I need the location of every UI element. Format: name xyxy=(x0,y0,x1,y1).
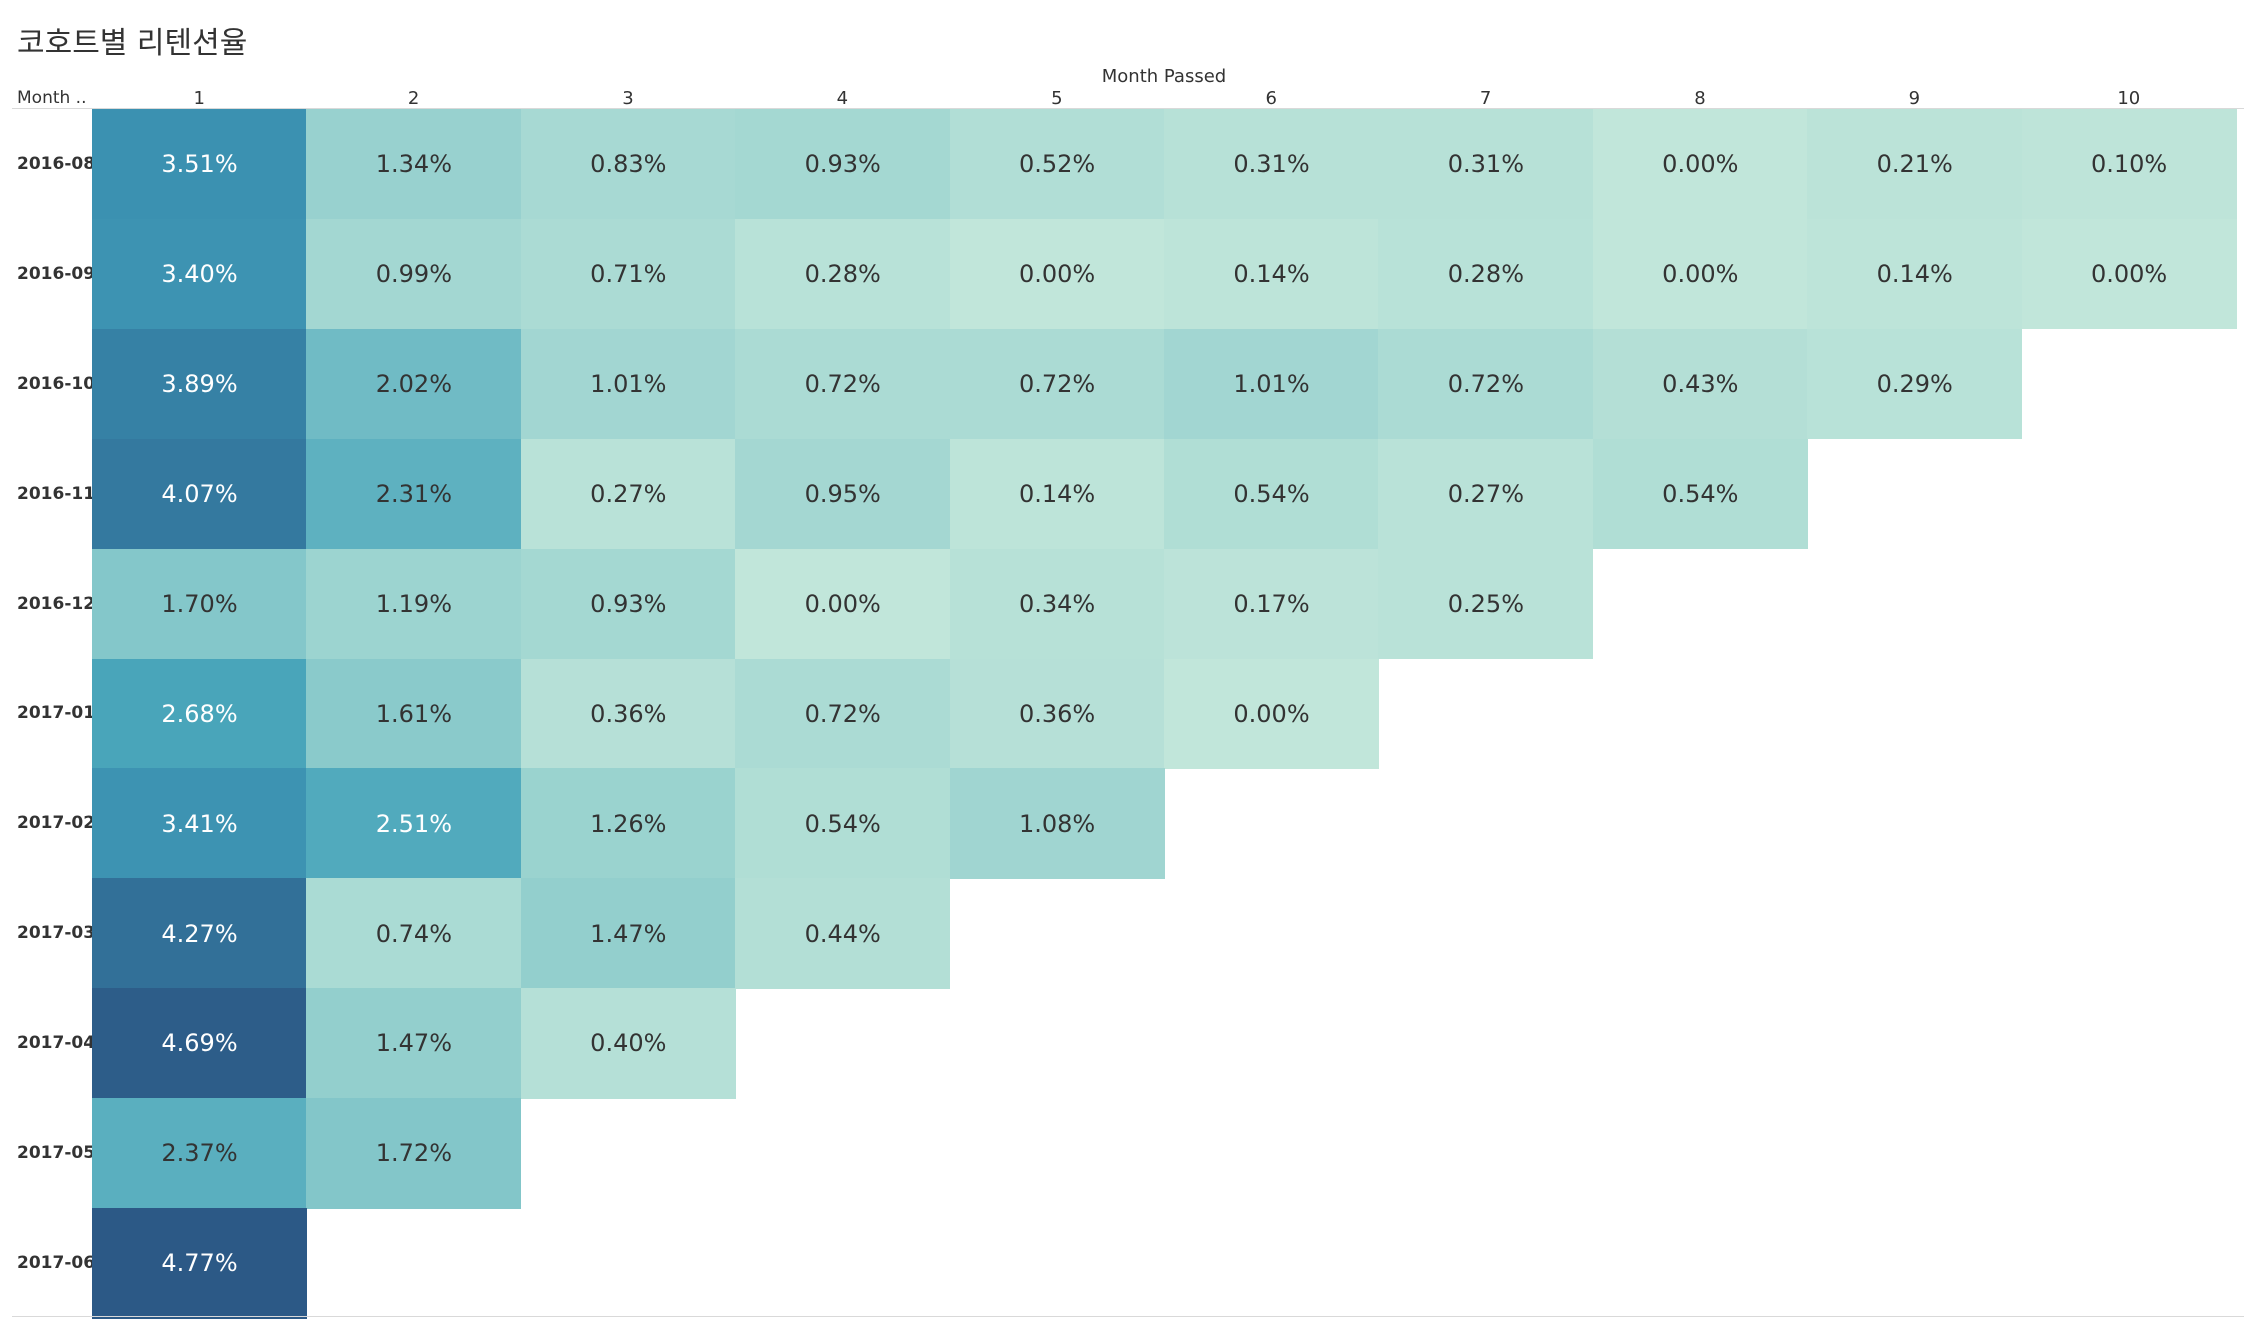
heatmap-cell: 1.26% xyxy=(520,768,736,879)
heatmap-cell: 0.21% xyxy=(1807,109,2023,220)
heatmap-cell: 4.69% xyxy=(92,988,307,1099)
header-divider xyxy=(12,108,2244,109)
heatmap-cell: 0.54% xyxy=(1164,438,1379,550)
heatmap-cell: 1.34% xyxy=(306,109,522,220)
heatmap-cell: 0.93% xyxy=(520,548,736,660)
column-header: 7 xyxy=(1479,88,1492,109)
column-header: 1 xyxy=(193,88,205,109)
column-header: 6 xyxy=(1265,88,1277,109)
heatmap-cell: 0.44% xyxy=(735,878,951,989)
heatmap-cell: 0.27% xyxy=(1378,438,1594,550)
column-header: 9 xyxy=(1908,88,1921,109)
heatmap-cell: 1.01% xyxy=(1164,328,1379,440)
heatmap-cell: 0.00% xyxy=(1592,109,1808,220)
heatmap-cell: 2.02% xyxy=(306,328,522,440)
heatmap-cell: 4.27% xyxy=(92,878,307,989)
column-header: 5 xyxy=(1051,88,1063,109)
heatmap-cell: 3.41% xyxy=(92,768,307,879)
heatmap-cell: 2.31% xyxy=(306,438,522,550)
heatmap-cell: 0.74% xyxy=(306,878,522,989)
heatmap-cell: 0.00% xyxy=(1592,218,1808,330)
heatmap-cell: 1.72% xyxy=(306,1098,522,1209)
column-header: 4 xyxy=(836,88,849,109)
heatmap-cell: 3.40% xyxy=(92,218,307,330)
heatmap-cell: 2.37% xyxy=(92,1098,307,1209)
heatmap-cell: 0.29% xyxy=(1807,328,2023,440)
row-label: 2017-05 xyxy=(17,1143,96,1164)
heatmap-cell: 0.54% xyxy=(735,768,951,879)
y-axis-title: Month .. xyxy=(17,88,87,108)
heatmap-cell: 3.89% xyxy=(92,328,307,440)
heatmap-cell: 0.36% xyxy=(949,658,1165,769)
heatmap-cell: 1.08% xyxy=(949,768,1165,879)
heatmap-cell: 0.31% xyxy=(1378,109,1594,220)
column-header: 8 xyxy=(1694,88,1706,109)
heatmap-cell: 0.95% xyxy=(735,438,951,550)
heatmap-cell: 0.72% xyxy=(735,658,951,769)
heatmap-cell: 1.70% xyxy=(92,548,307,660)
heatmap-cell: 0.72% xyxy=(1378,328,1594,440)
heatmap-cell: 0.54% xyxy=(1592,438,1808,550)
bottom-divider xyxy=(12,1316,2244,1317)
heatmap-cell: 0.72% xyxy=(735,328,951,440)
row-label: 2017-06 xyxy=(17,1252,96,1273)
heatmap-cell: 0.93% xyxy=(735,109,951,220)
heatmap-cell: 2.68% xyxy=(92,658,307,769)
heatmap-cell: 1.47% xyxy=(306,988,522,1099)
row-label: 2016-09 xyxy=(17,263,96,284)
heatmap-cell: 4.77% xyxy=(92,1208,307,1319)
heatmap-cell: 0.17% xyxy=(1164,548,1379,660)
heatmap-cell: 0.36% xyxy=(520,658,736,769)
heatmap-cell: 0.00% xyxy=(1164,658,1379,769)
column-header: 10 xyxy=(2117,88,2141,109)
heatmap-cell: 0.27% xyxy=(520,438,736,550)
heatmap-cell: 3.51% xyxy=(92,109,307,220)
heatmap-cell: 0.00% xyxy=(949,218,1165,330)
row-label: 2016-11 xyxy=(17,483,96,504)
heatmap-cell: 0.83% xyxy=(520,109,736,220)
row-label: 2016-12 xyxy=(17,593,96,614)
heatmap-cell: 0.31% xyxy=(1164,109,1379,220)
heatmap-cell: 0.43% xyxy=(1592,328,1808,440)
heatmap-cell: 0.00% xyxy=(735,548,951,660)
row-label: 2016-08 xyxy=(17,153,96,174)
column-header: 2 xyxy=(407,88,420,109)
heatmap-cell: 0.14% xyxy=(1807,218,2023,330)
row-label: 2016-10 xyxy=(17,373,96,394)
heatmap-cell: 0.40% xyxy=(520,988,736,1099)
heatmap-cell: 0.14% xyxy=(949,438,1165,550)
heatmap-cell: 0.72% xyxy=(949,328,1165,440)
row-label: 2017-01 xyxy=(17,703,96,724)
column-header: 3 xyxy=(622,88,634,109)
row-label: 2017-02 xyxy=(17,813,96,834)
heatmap-cell: 0.14% xyxy=(1164,218,1379,330)
heatmap-cell: 0.28% xyxy=(1378,218,1594,330)
chart-title: 코호트별 리텐션율 xyxy=(17,26,248,61)
heatmap-cell: 0.25% xyxy=(1378,548,1594,660)
heatmap-cell: 0.28% xyxy=(735,218,951,330)
heatmap-cell: 0.34% xyxy=(949,548,1165,660)
heatmap-cell: 0.52% xyxy=(949,109,1165,220)
heatmap-cell: 1.47% xyxy=(520,878,736,989)
heatmap-cell: 1.19% xyxy=(306,548,522,660)
heatmap-cell: 0.99% xyxy=(306,218,522,330)
heatmap-cell: 1.01% xyxy=(520,328,736,440)
heatmap-cell: 0.00% xyxy=(2021,218,2237,330)
heatmap-cell: 2.51% xyxy=(306,768,522,879)
x-axis-title: Month Passed xyxy=(1101,66,1227,87)
row-label: 2017-04 xyxy=(17,1033,96,1054)
heatmap-cell: 0.10% xyxy=(2021,109,2237,220)
heatmap-cell: 0.71% xyxy=(520,218,736,330)
row-label: 2017-03 xyxy=(17,923,96,944)
heatmap-cell: 4.07% xyxy=(92,438,307,550)
heatmap-cell: 1.61% xyxy=(306,658,522,769)
